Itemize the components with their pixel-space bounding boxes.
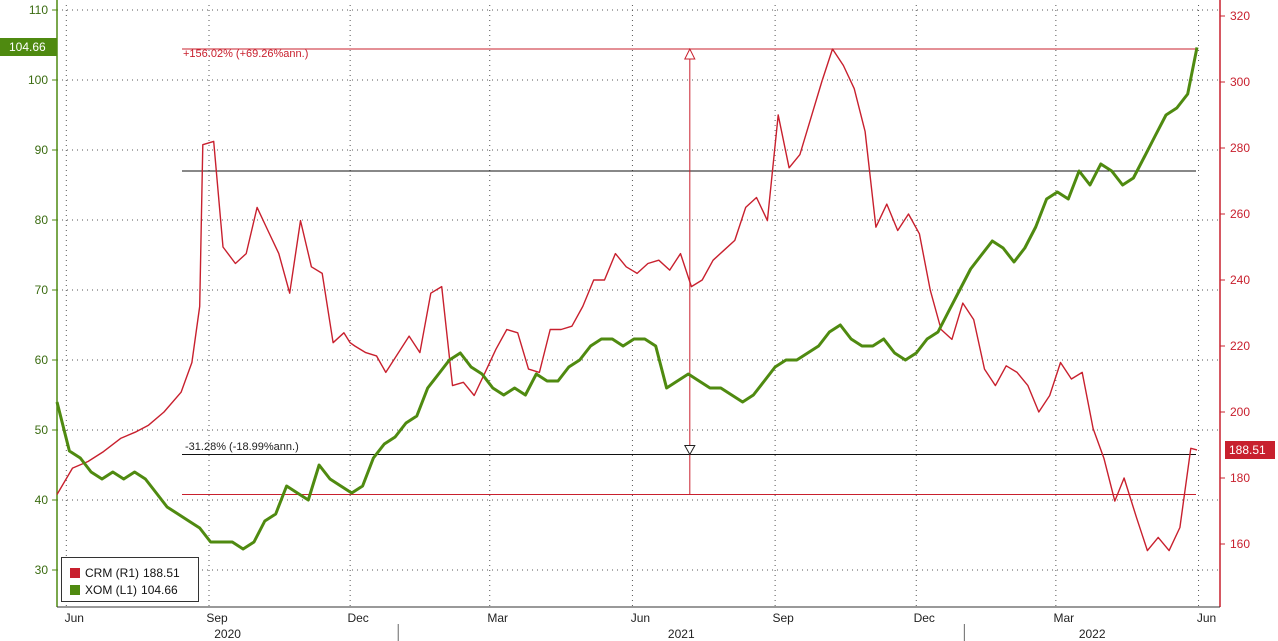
series (55, 47, 1199, 552)
legend-item-xom: XOM (L1) 104.66 (70, 582, 178, 598)
crm-line (56, 48, 1198, 552)
tick-labels: Jun Sep Dec Mar Jun Sep Dec Mar Jun 30 40 50 60 70 80 9… (28, 3, 1250, 641)
crm-last-value-tag: 188.51 (1225, 440, 1275, 459)
legend-item-crm: CRM (R1) 188.51 (70, 565, 180, 581)
year-label: 2021 (668, 627, 695, 641)
x-tick-label: Jun (1197, 611, 1216, 625)
legend: CRM (R1) 188.51 XOM (L1) 104.66 (61, 557, 199, 602)
upper-measure-label: +156.02% (+69.26%ann.) (183, 48, 308, 60)
year-label: 2020 (214, 627, 241, 641)
right-tick-label: 200 (1230, 405, 1250, 419)
x-tick-label: Dec (914, 611, 935, 625)
x-tick-label: Dec (347, 611, 368, 625)
measure-arrow-down (683, 445, 696, 456)
x-tick-label: Jun (631, 611, 650, 625)
left-tick-label: 80 (35, 213, 49, 227)
right-tick-label: 320 (1230, 9, 1250, 23)
right-tick-label: 280 (1230, 141, 1250, 155)
xom-last-value-tag: 104.66 (0, 38, 57, 57)
right-tick-label: 300 (1230, 75, 1250, 89)
left-tick-label: 30 (35, 563, 49, 577)
left-tick-label: 100 (28, 73, 48, 87)
grid (57, 5, 1220, 607)
left-tick-label: 110 (29, 3, 48, 17)
x-tick-label: Sep (206, 611, 228, 625)
axes (52, 0, 1225, 641)
left-tick-label: 90 (35, 143, 49, 157)
left-tick-label: 70 (35, 283, 49, 297)
year-label: 2022 (1079, 627, 1106, 641)
measure-arrow-up (684, 47, 696, 60)
x-tick-label: Mar (487, 611, 508, 625)
x-tick-label: Jun (65, 611, 84, 625)
x-tick-label: Mar (1054, 611, 1075, 625)
left-tick-label: 50 (35, 423, 49, 437)
left-tick-label: 40 (35, 493, 49, 507)
reference-lines (182, 47, 1196, 495)
right-tick-label: 240 (1230, 273, 1250, 287)
right-tick-label: 180 (1230, 471, 1250, 485)
right-tick-label: 260 (1230, 207, 1250, 221)
legend-xom-value: 104.66 (141, 583, 178, 597)
crm-swatch (70, 568, 80, 578)
legend-crm-label: CRM (R1) (85, 566, 139, 580)
left-tick-label: 60 (35, 353, 49, 367)
x-tick-label: Sep (772, 611, 794, 625)
xom-line (55, 47, 1199, 551)
lower-measure-label: -31.28% (-18.99%ann.) (185, 441, 299, 453)
legend-xom-label: XOM (L1) (85, 583, 138, 597)
xom-swatch (70, 585, 80, 595)
right-tick-label: 160 (1230, 537, 1250, 551)
legend-crm-value: 188.51 (143, 566, 180, 580)
right-tick-label: 220 (1230, 339, 1250, 353)
